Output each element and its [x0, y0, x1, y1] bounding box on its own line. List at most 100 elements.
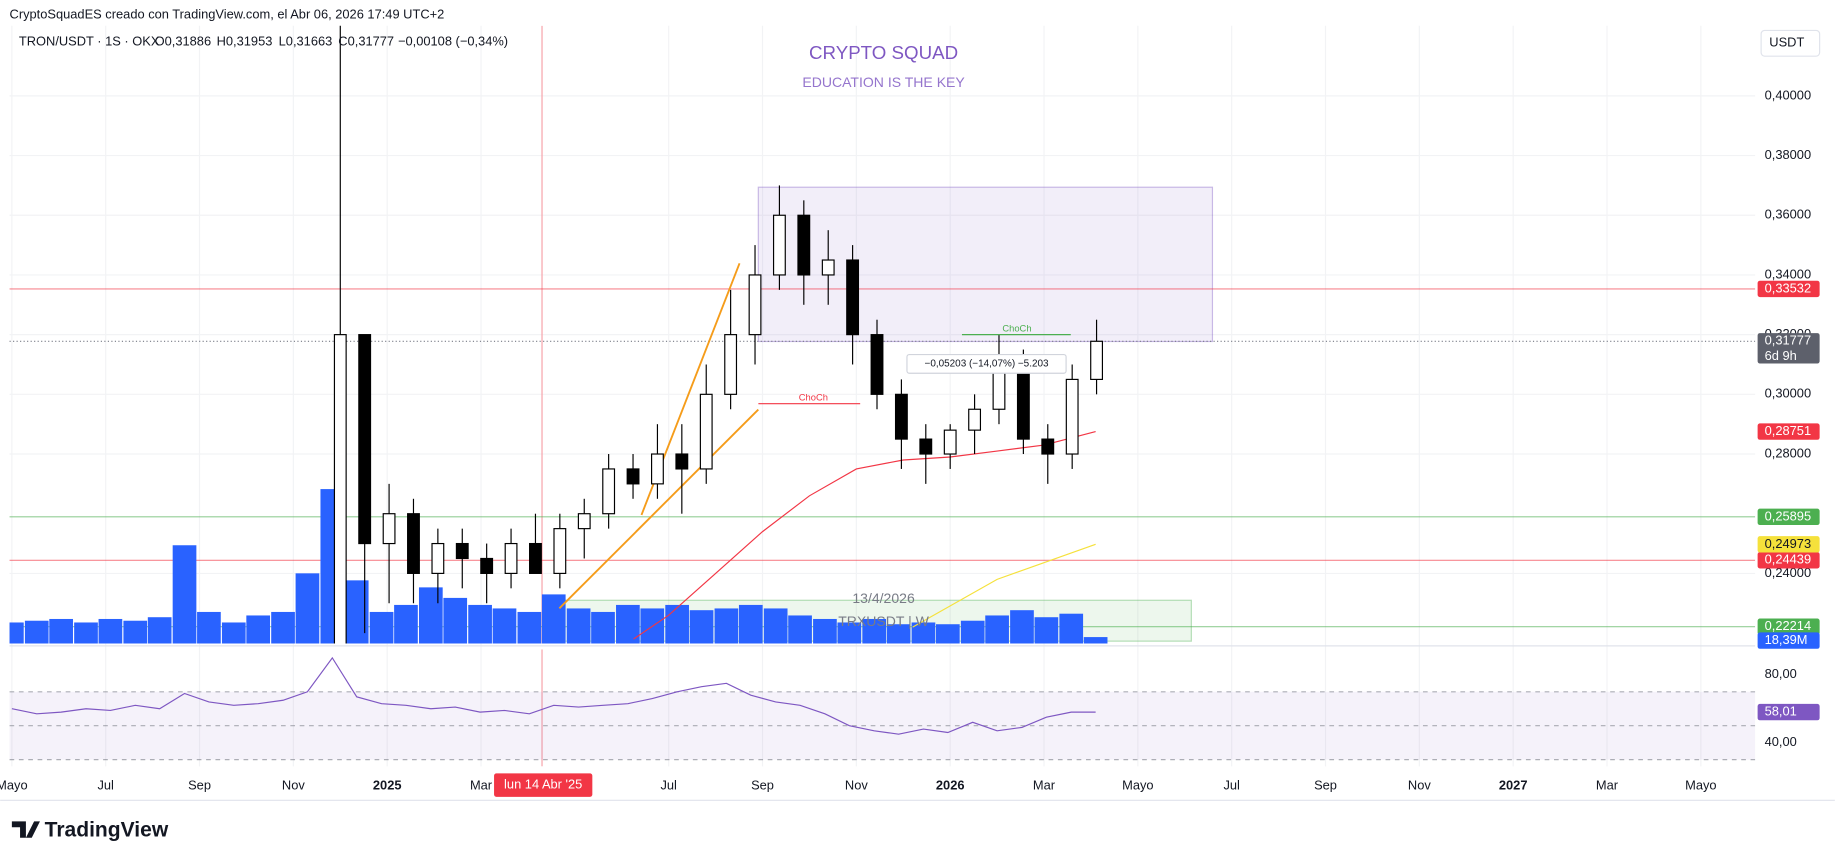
y-tick-label: 0,28000	[1765, 445, 1811, 460]
candle-body	[1041, 438, 1055, 455]
rsi-line	[11, 656, 1096, 735]
volume-bar	[492, 608, 517, 644]
annotation: 13/4/2026	[852, 590, 915, 606]
ohlc-close: C0,31777	[338, 34, 394, 49]
candle-body	[602, 468, 616, 515]
candle-body	[455, 542, 469, 560]
x-tick-label: Sep	[1314, 778, 1337, 793]
volume-bar	[9, 622, 24, 644]
level-label: 0,24439	[1765, 552, 1811, 567]
x-tick-label: Nov	[845, 778, 868, 793]
volume-bar	[197, 611, 221, 644]
volume-bar	[616, 604, 640, 644]
candle-body	[651, 453, 664, 485]
volume-bar	[295, 573, 320, 644]
volume-bar	[813, 618, 837, 644]
volume-bar	[344, 580, 369, 644]
volume-bar	[1083, 637, 1108, 644]
y-tick-label: 0,40000	[1765, 87, 1811, 102]
candle-body	[797, 214, 811, 276]
logo-icon	[11, 821, 40, 838]
current-price-tag	[1757, 333, 1820, 364]
candle-body	[894, 393, 908, 440]
x-tick-label: Mayo	[0, 778, 28, 793]
candle-body	[943, 429, 957, 455]
candle-body	[1090, 340, 1104, 380]
volume-bar	[763, 608, 788, 644]
x-tick-label: Sep	[188, 778, 211, 793]
candle-body	[382, 513, 396, 545]
volume-bar	[394, 604, 418, 644]
volume-bar	[1059, 613, 1084, 644]
rsi-label: 58,01	[1765, 704, 1797, 719]
y-tick-label: 0,24000	[1765, 565, 1811, 580]
candle-body	[724, 334, 738, 395]
level-tag	[1757, 552, 1820, 569]
currency-button[interactable]	[1760, 29, 1821, 57]
price-axis	[1755, 25, 1835, 775]
x-tick-label: Jul	[660, 778, 676, 793]
candle-body	[748, 274, 762, 336]
volume-bar	[74, 622, 98, 644]
ohlc-high: H0,31953	[217, 34, 273, 49]
x-tick-label: 2025	[373, 778, 402, 793]
x-tick-label: Mayo	[1685, 778, 1716, 793]
x-tick-label: Sep	[751, 778, 774, 793]
symbol-legend: TRON/USDT · 1S · OKX O0,31886 H0,31953 L…	[19, 34, 508, 49]
candle-body	[870, 334, 884, 395]
candle-body	[333, 334, 347, 644]
x-tick-label: 2027	[1499, 778, 1528, 793]
candle-body	[431, 542, 445, 574]
countdown: 6d 9h	[1765, 348, 1797, 363]
crosshair-date-tag	[494, 773, 593, 797]
candle-body	[626, 468, 640, 485]
volume-bar	[443, 597, 468, 644]
volume-bar	[418, 587, 443, 644]
volume-bar	[147, 617, 172, 644]
volume-bar	[738, 604, 763, 644]
candle-body	[1065, 378, 1079, 455]
y-tick-label: 0,34000	[1765, 266, 1811, 281]
volume-bar	[862, 618, 887, 644]
candle-body	[821, 259, 835, 276]
volume-bar	[1010, 610, 1034, 644]
candle-body	[358, 334, 372, 545]
volume-bar	[172, 545, 197, 644]
current-price-label: 0,31777	[1765, 333, 1811, 348]
currency[interactable]: USDT	[1769, 35, 1804, 50]
candle-body	[553, 528, 567, 574]
volume-bar	[49, 618, 73, 644]
ma-tag	[1757, 423, 1820, 440]
ohlc-open: O0,31886	[155, 34, 211, 49]
volume-bar	[960, 620, 985, 644]
x-tick-label: 2026	[936, 778, 965, 793]
volume-bar	[271, 611, 295, 644]
volume-bar	[221, 622, 246, 644]
annotation: ChoCh	[799, 392, 828, 402]
volume-tag	[1757, 632, 1820, 649]
candle-body	[968, 408, 982, 431]
x-tick-label: Mar	[470, 778, 493, 793]
level-tag	[1757, 280, 1820, 298]
volume-bar	[911, 622, 936, 644]
chart-subtitle: EDUCATION IS THE KEY	[802, 74, 965, 90]
level-tag	[1757, 508, 1820, 526]
x-tick-label: Nov	[282, 778, 305, 793]
ma-tag	[1757, 536, 1820, 553]
level-label: 0,22214	[1765, 618, 1811, 633]
x-tick-label: Mar	[1033, 778, 1056, 793]
volume-bar	[468, 604, 492, 644]
brand: TradingView	[45, 818, 169, 841]
volume-bar	[541, 594, 566, 644]
candle-body	[529, 542, 542, 574]
change: −0,00108 (−0,34%)	[398, 34, 508, 49]
candle-body	[699, 393, 713, 470]
volume-bar	[24, 620, 49, 644]
volume-bar	[935, 624, 960, 644]
symbol: TRON/USDT · 1S · OKX	[19, 34, 160, 49]
crosshair-date: lun 14 Abr '25	[504, 777, 582, 792]
candle-body	[846, 259, 860, 336]
